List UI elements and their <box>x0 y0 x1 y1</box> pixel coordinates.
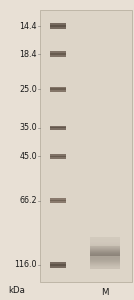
Bar <box>50 264 66 266</box>
Bar <box>50 200 66 201</box>
Bar <box>50 52 66 57</box>
Bar <box>90 242 120 243</box>
Bar <box>90 251 120 253</box>
Bar <box>90 247 120 249</box>
Bar <box>90 246 120 247</box>
Bar <box>50 53 66 55</box>
Bar <box>90 238 120 239</box>
Bar <box>90 267 120 268</box>
Text: 35.0: 35.0 <box>19 123 37 132</box>
Bar <box>90 261 120 262</box>
Text: M: M <box>101 288 109 297</box>
Bar <box>50 156 66 157</box>
Text: 14.4: 14.4 <box>20 22 37 31</box>
Text: kDa: kDa <box>8 286 25 295</box>
Bar <box>40 10 132 282</box>
Bar <box>90 241 120 242</box>
Bar <box>90 250 120 252</box>
Bar <box>50 88 66 90</box>
Text: 25.0: 25.0 <box>19 85 37 94</box>
Bar <box>90 264 120 266</box>
Bar <box>90 258 120 259</box>
Bar <box>50 25 66 27</box>
Bar <box>50 262 66 268</box>
Bar <box>90 254 120 256</box>
Bar <box>90 259 120 260</box>
Bar <box>90 237 120 238</box>
Bar <box>50 23 66 29</box>
Bar <box>90 256 120 258</box>
Text: 66.2: 66.2 <box>19 196 37 205</box>
Bar <box>90 239 120 240</box>
Bar <box>50 126 66 130</box>
Bar <box>50 198 66 203</box>
Bar <box>50 87 66 92</box>
Bar <box>90 263 120 264</box>
Text: 116.0: 116.0 <box>14 260 37 269</box>
Text: 45.0: 45.0 <box>19 152 37 161</box>
Bar <box>90 252 120 254</box>
Bar <box>90 248 120 250</box>
Bar <box>50 127 66 128</box>
Bar <box>90 262 120 263</box>
Bar <box>90 265 120 266</box>
Bar <box>90 245 120 247</box>
Text: 18.4: 18.4 <box>20 50 37 59</box>
Bar <box>90 240 120 241</box>
Bar <box>90 260 120 261</box>
Bar <box>90 254 120 255</box>
Bar <box>90 243 120 244</box>
Bar <box>90 266 120 268</box>
Bar <box>90 256 120 257</box>
Bar <box>50 154 66 159</box>
Bar <box>90 244 120 245</box>
Bar <box>90 249 120 251</box>
